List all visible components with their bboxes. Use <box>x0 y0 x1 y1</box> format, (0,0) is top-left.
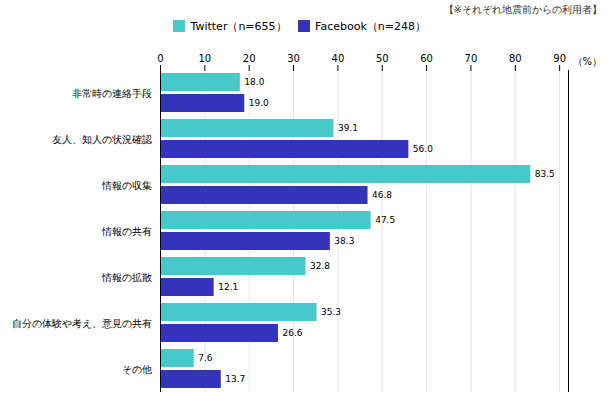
svg-text:70: 70 <box>465 53 478 64</box>
svg-text:40: 40 <box>332 53 345 64</box>
svg-text:80: 80 <box>509 53 522 64</box>
svg-text:7.6: 7.6 <box>198 353 213 363</box>
svg-text:情報の共有: 情報の共有 <box>101 226 152 237</box>
svg-text:26.6: 26.6 <box>282 328 302 338</box>
svg-text:19.0: 19.0 <box>249 98 269 108</box>
svg-text:90: 90 <box>553 53 566 64</box>
svg-text:友人、知人の状況確認: 友人、知人の状況確認 <box>52 134 152 145</box>
svg-text:情報の収集: 情報の収集 <box>101 180 152 191</box>
svg-text:39.1: 39.1 <box>338 123 358 133</box>
svg-text:20: 20 <box>243 53 256 64</box>
svg-text:0: 0 <box>157 53 163 64</box>
svg-text:12.1: 12.1 <box>218 282 238 292</box>
svg-text:32.8: 32.8 <box>310 261 330 271</box>
html-text:Twitter（n=655）: Twitter（n=655） <box>190 19 287 33</box>
svg-text:50: 50 <box>376 53 389 64</box>
svg-text:10: 10 <box>198 53 211 64</box>
svg-text:47.5: 47.5 <box>375 215 395 225</box>
svg-text:35.3: 35.3 <box>321 307 341 317</box>
svg-text:情報の拡散: 情報の拡散 <box>101 272 152 283</box>
svg-text:56.0: 56.0 <box>413 144 433 154</box>
svg-text:60: 60 <box>420 53 433 64</box>
svg-text:38.3: 38.3 <box>334 236 354 246</box>
svg-text:18.0: 18.0 <box>244 77 264 87</box>
html-text:【※それぞれ地震前からの利用者】: 【※それぞれ地震前からの利用者】 <box>443 4 602 15</box>
svg-text:（%）: （%） <box>573 56 603 67</box>
html-text:Facebook（n=248）: Facebook（n=248） <box>315 19 426 33</box>
svg-text:自分の体験や考え、意見の共有: 自分の体験や考え、意見の共有 <box>12 318 152 329</box>
svg-text:30: 30 <box>287 53 300 64</box>
svg-text:83.5: 83.5 <box>535 169 555 179</box>
svg-text:その他: その他 <box>122 364 152 375</box>
svg-text:13.7: 13.7 <box>225 374 245 384</box>
svg-text:非常時の連絡手段: 非常時の連絡手段 <box>72 88 152 99</box>
svg-text:46.8: 46.8 <box>372 190 392 200</box>
